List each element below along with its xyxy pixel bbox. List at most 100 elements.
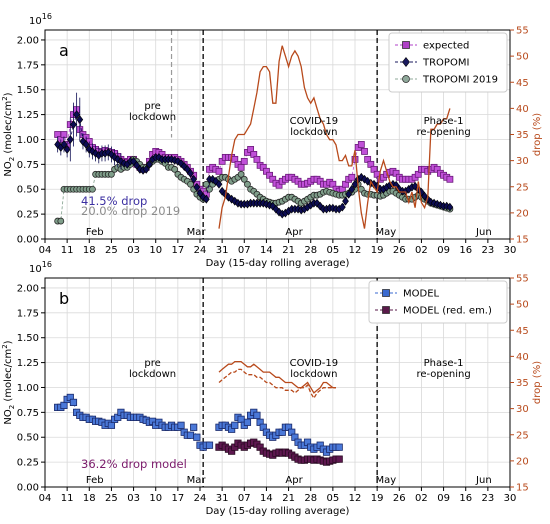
x-tick-label: 05 [326, 493, 339, 504]
tropomi-point [66, 135, 74, 144]
y-axis-label-right: drop (%) [532, 113, 543, 156]
y-tick-label-left: 0.75 [17, 160, 39, 171]
drop-percent-reduced-line [218, 368, 336, 400]
y-tick-label-left: 0.75 [17, 408, 39, 419]
x-tick-label: 04 [39, 493, 52, 504]
tropomi-point [421, 191, 428, 201]
tropomi-point [225, 192, 232, 202]
x-tick-label: 07 [238, 245, 251, 256]
y-axis-label-left: NO2 (molec/cm2) [1, 340, 16, 424]
tropomi-point [82, 140, 90, 149]
expected-point [357, 141, 365, 148]
x-tick-label: 24 [194, 245, 207, 256]
legend-box [368, 280, 508, 324]
legend-label: MODEL (red. em.) [403, 306, 492, 317]
y-tick-label-left: 1.25 [17, 358, 39, 369]
y-tick-label-right: 45 [516, 78, 529, 89]
x-tick-label: 05 [326, 245, 339, 256]
phase-annotation: lockdown [290, 369, 337, 380]
x-tick-label: 30 [504, 493, 517, 504]
x-tick-label: 23 [481, 493, 494, 504]
y-tick-label-right: 50 [516, 52, 529, 63]
y-tick-label-right: 35 [516, 130, 529, 141]
y-tick-label-left: 0.00 [17, 235, 39, 246]
y-tick-label-right: 40 [516, 352, 529, 363]
expected-point [361, 148, 368, 155]
tropomi-point [76, 115, 84, 124]
y-tick-label-right: 30 [516, 404, 529, 415]
chart-panel-b: 04 11 18 25 03 10 17 24 31 07 14 21 28 05 12 19 26 02 09 16… [1, 260, 543, 517]
month-label: Jun [475, 475, 492, 486]
y-tick-label-left: 0.50 [17, 185, 39, 196]
model-point [205, 441, 214, 449]
month-label: Mar [187, 475, 207, 486]
tropomi-point [190, 174, 198, 184]
x-tick-label: 26 [393, 245, 406, 256]
x-tick-label: 28 [304, 493, 317, 504]
y-tick-label-left: 0.25 [17, 458, 39, 469]
model-point [177, 421, 185, 429]
model-point [253, 411, 261, 419]
phase-annotation: lockdown [129, 369, 176, 380]
legend-label: expected [423, 41, 469, 52]
month-label: Apr [285, 227, 303, 238]
model-red-point [335, 455, 343, 463]
drop-annotation: 20.0% drop 2019 [81, 204, 180, 218]
x-tick-label: 26 [393, 493, 406, 504]
x-tick-label: 18 [83, 245, 96, 256]
legend-label: TROPOMI [422, 58, 469, 69]
x-axis-label: Day (15-day rolling average) [206, 258, 350, 269]
y-tick-label-left: 1.75 [17, 308, 39, 319]
x-tick-label: 11 [61, 493, 74, 504]
legend-box [388, 32, 508, 93]
tropomi-point [202, 194, 210, 204]
y-tick-label-right: 45 [516, 326, 529, 337]
y-tick-label-left: 0.00 [17, 483, 39, 494]
model-point [335, 443, 343, 451]
tropomi-point [193, 182, 201, 192]
y-tick-label-left: 2.00 [17, 283, 39, 294]
x-tick-label: 25 [105, 245, 118, 256]
panel-label: b [59, 289, 69, 308]
phase-annotation: Phase-1 [424, 358, 464, 369]
model-point [193, 433, 201, 441]
expected-point [237, 163, 245, 171]
chart-panel-a: 04 11 18 25 03 10 17 24 31 07 14 21 28 05 12 19 26 02 09 16… [1, 12, 543, 269]
model-point [107, 421, 116, 429]
y-tick-label-right: 20 [516, 208, 529, 219]
legend-label: MODEL [403, 289, 440, 300]
y-tick-label-left: 1.00 [17, 135, 39, 146]
tropomi-point [73, 110, 81, 119]
tropomi-point [351, 179, 359, 189]
y-tick-label-right: 55 [516, 26, 529, 37]
drop-percent-line [218, 45, 451, 229]
tropomi-point [272, 204, 280, 214]
month-label: Jun [475, 227, 492, 238]
tropomi-point [215, 179, 223, 189]
y-tick-label-left: 1.75 [17, 60, 39, 71]
model-point [69, 398, 78, 407]
y-tick-label-right: 25 [516, 182, 529, 193]
phase-annotation: lockdown [290, 127, 337, 138]
model-point [190, 423, 198, 431]
x-tick-label: 02 [415, 493, 428, 504]
expected-point [215, 167, 223, 175]
tropomi-point [342, 196, 349, 206]
x-tick-label: 10 [149, 245, 162, 256]
month-label: Mar [187, 227, 207, 238]
drop-annotation: 41.5% drop [81, 194, 147, 208]
month-label: Apr [285, 475, 303, 486]
y-tick-label-right: 50 [516, 300, 529, 311]
tropomi2019-point [171, 165, 179, 173]
y-tick-label-left: 1.00 [17, 383, 39, 394]
model-point [60, 401, 68, 409]
tropomi2019-point [57, 217, 65, 225]
tropomi-point [79, 137, 87, 146]
phase-annotation: re-opening [416, 127, 470, 138]
x-tick-label: 11 [61, 245, 74, 256]
x-tick-label: 14 [260, 493, 273, 504]
phase-annotation: COVID-19 [290, 116, 339, 127]
legend-swatch-marker [402, 75, 410, 83]
x-tick-label: 18 [83, 493, 96, 504]
